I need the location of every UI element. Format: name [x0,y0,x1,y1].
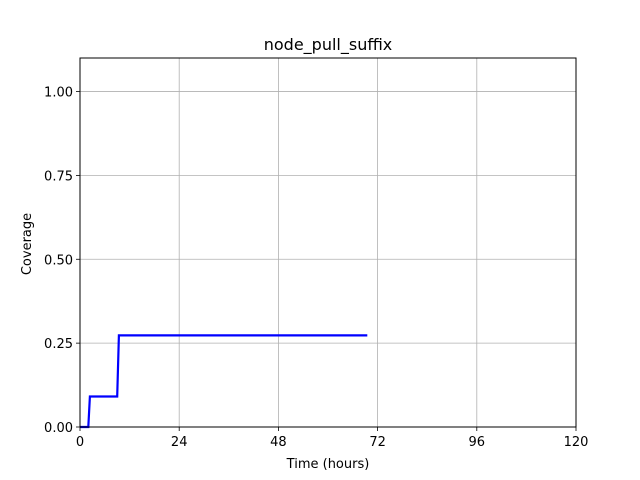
x-axis-label: Time (hours) [286,457,370,472]
grid-lines [79,58,577,428]
series-lines [80,334,368,429]
y-tick-label: 0.75 [44,169,73,184]
axes-frame [79,57,577,428]
y-tick-label: 1.00 [44,86,73,101]
chart-title: node_pull_suffix [264,35,393,55]
x-tick-label: 96 [469,435,486,450]
y-axis-label: Coverage [20,213,35,275]
x-tick-label: 0 [76,435,84,450]
y-tick-label: 0.25 [44,337,73,352]
x-tick-label: 24 [171,435,188,450]
x-tick-label: 120 [564,435,589,450]
x-tick-label: 48 [270,435,287,450]
tick-marks [76,91,577,431]
y-tick-label: 0.50 [44,253,73,268]
x-tick-label: 72 [369,435,386,450]
series-line-coverage [80,334,368,429]
y-tick-label: 0.00 [44,421,73,436]
